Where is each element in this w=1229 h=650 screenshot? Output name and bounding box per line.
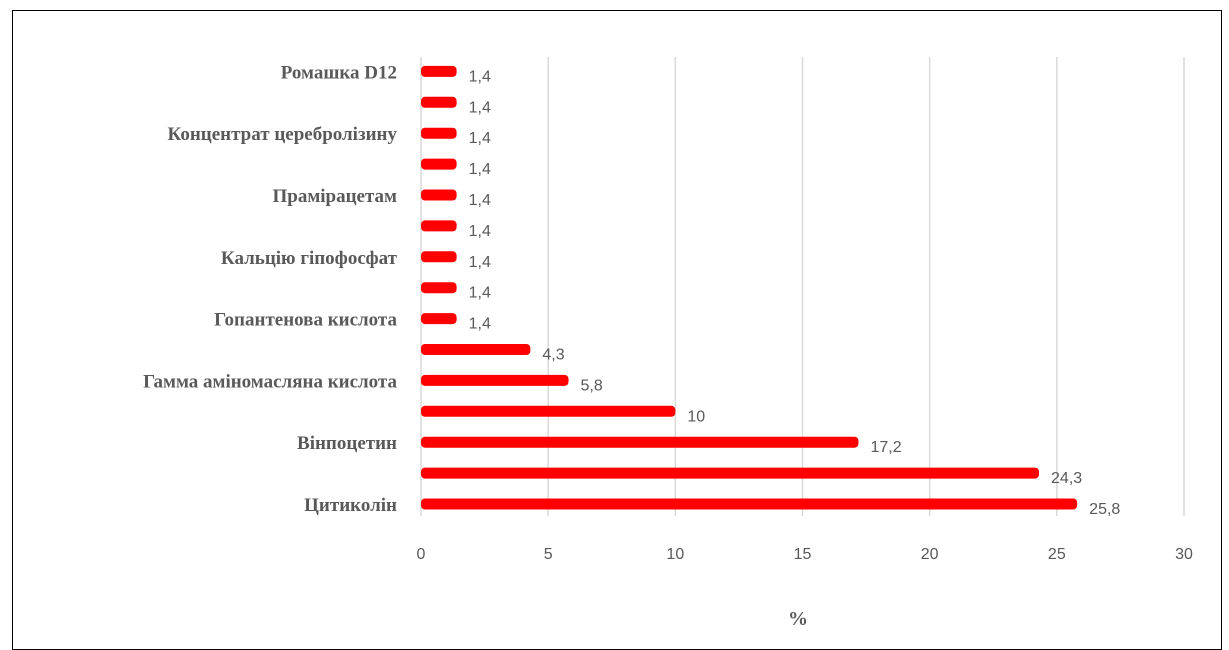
x-tick-label: 10 — [666, 546, 684, 563]
category-label: Концентрат церебролізину — [168, 124, 398, 145]
bar — [421, 282, 457, 294]
x-tick-labels: 0 5 10 15 20 25 30 — [417, 546, 1193, 563]
data-label: 5,8 — [581, 377, 603, 394]
category-label: Вінпоцетин — [297, 433, 397, 454]
category-labels: Цитиколін Вінпоцетин Гамма аміномасляна ки… — [143, 62, 398, 516]
gridlines — [420, 57, 1185, 516]
data-label: 10 — [687, 408, 705, 425]
data-label: 1,4 — [469, 223, 491, 240]
x-tick-label: 20 — [921, 546, 939, 563]
chart-frame: Цитиколін Вінпоцетин Гамма аміномасляна ки… — [12, 10, 1222, 650]
bar — [421, 158, 457, 170]
x-tick-label: 15 — [794, 546, 812, 563]
bar — [421, 189, 457, 201]
x-axis-title: % — [788, 608, 808, 630]
category-label: Гамма аміномасляна кислота — [143, 371, 397, 392]
x-tick-label: 30 — [1175, 546, 1193, 563]
category-label: Прамірацетам — [272, 186, 397, 207]
data-label: 1,4 — [469, 99, 491, 116]
data-label: 1,4 — [469, 192, 491, 209]
bar — [421, 405, 676, 417]
bar — [421, 344, 531, 355]
bar — [421, 220, 457, 232]
x-tick-label: 0 — [417, 546, 426, 563]
category-label: Гопантенова кислота — [214, 310, 397, 331]
bar — [421, 127, 457, 139]
bar — [421, 498, 1078, 510]
data-label: 1,4 — [469, 161, 491, 178]
bar — [421, 313, 457, 325]
data-labels: 25,8 24,3 17,2 10 5,8 4,3 1,4 1,4 1,4 1,4 1,4 1,4 1,… — [469, 68, 1121, 518]
data-label: 1,4 — [469, 316, 491, 333]
data-label: 4,3 — [542, 347, 564, 364]
bar — [421, 436, 859, 448]
data-label: 17,2 — [870, 439, 901, 456]
x-tick-label: 25 — [1048, 546, 1066, 563]
bar — [421, 251, 457, 263]
category-label: Цитиколін — [304, 495, 397, 516]
data-label: 1,4 — [469, 285, 491, 302]
bar-chart: Цитиколін Вінпоцетин Гамма аміномасляна ки… — [143, 57, 1193, 630]
data-label: 1,4 — [469, 68, 491, 85]
data-label: 1,4 — [469, 130, 491, 147]
bar — [421, 467, 1040, 479]
bar — [421, 65, 457, 77]
bars — [421, 65, 1078, 510]
category-label: Ромашка D12 — [281, 62, 397, 83]
data-label: 24,3 — [1051, 470, 1082, 487]
x-tick-label: 5 — [544, 546, 553, 563]
data-label: 1,4 — [469, 254, 491, 271]
category-label: Кальцію гіпофосфат — [221, 248, 398, 269]
bar — [421, 374, 569, 386]
bar — [421, 96, 457, 108]
data-label: 25,8 — [1089, 501, 1120, 518]
